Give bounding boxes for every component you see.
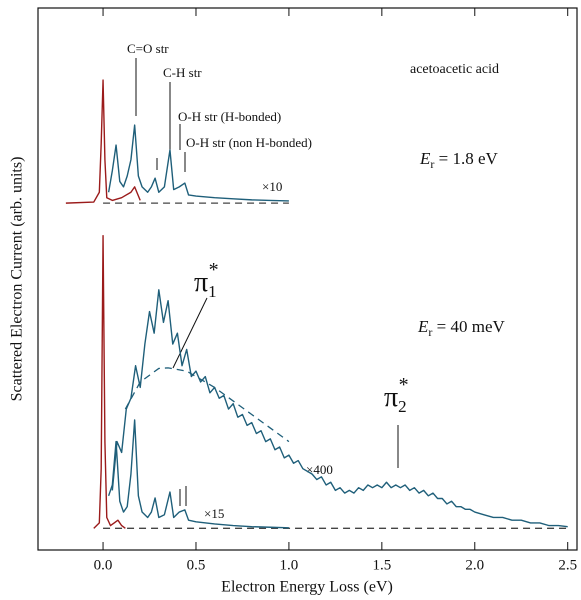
annotation: ×400 [306,462,333,477]
pi-sup: * [399,374,409,396]
annotation: O-H str (H-bonded) [178,109,281,124]
energy-label: Er = 40 meV [417,317,505,339]
x-tick-label: 2.0 [465,557,484,573]
peak-markers [135,58,399,506]
x-tick-label: 1.0 [280,557,299,573]
pi-sup: * [209,259,219,281]
series-line [107,419,289,529]
annotation: O-H str (non H-bonded) [186,135,312,150]
series-line [65,79,141,204]
annotation: ×10 [262,179,282,194]
x-tick-label: 1.5 [372,557,391,573]
e-sub: r [428,325,432,339]
x-tick-label: 2.5 [558,557,577,573]
series-line [93,234,126,529]
pi-sub: 1 [208,282,217,301]
pi-symbol: π [194,267,208,298]
e-rest: = 40 meV [432,317,505,336]
energy-label: Er = 1.8 eV [419,149,499,171]
annotation: acetoacetic acid [410,62,499,77]
pi-label: π1* [194,259,219,301]
x-tick-label: 0.5 [187,557,206,573]
x-tick-label: 0.0 [94,557,113,573]
pi-symbol: π [384,382,398,413]
e-symbol: E [419,149,431,168]
x-axis-label: Electron Energy Loss (eV) [221,579,393,596]
series-line [124,367,290,443]
annotation: C=O str [127,41,169,56]
series-line [111,289,568,528]
series-line [107,124,289,202]
annotation: C-H str [163,65,202,80]
e-rest: = 1.8 eV [434,149,498,168]
pi-sub: 2 [398,397,407,416]
y-axis-label: Scattered Electron Current (arb. units) [9,157,26,402]
plot-frame [37,7,578,551]
pi-label: π2* [384,374,409,416]
e-sub: r [430,157,434,171]
e-symbol: E [417,317,429,336]
annotation: ×15 [204,506,224,521]
